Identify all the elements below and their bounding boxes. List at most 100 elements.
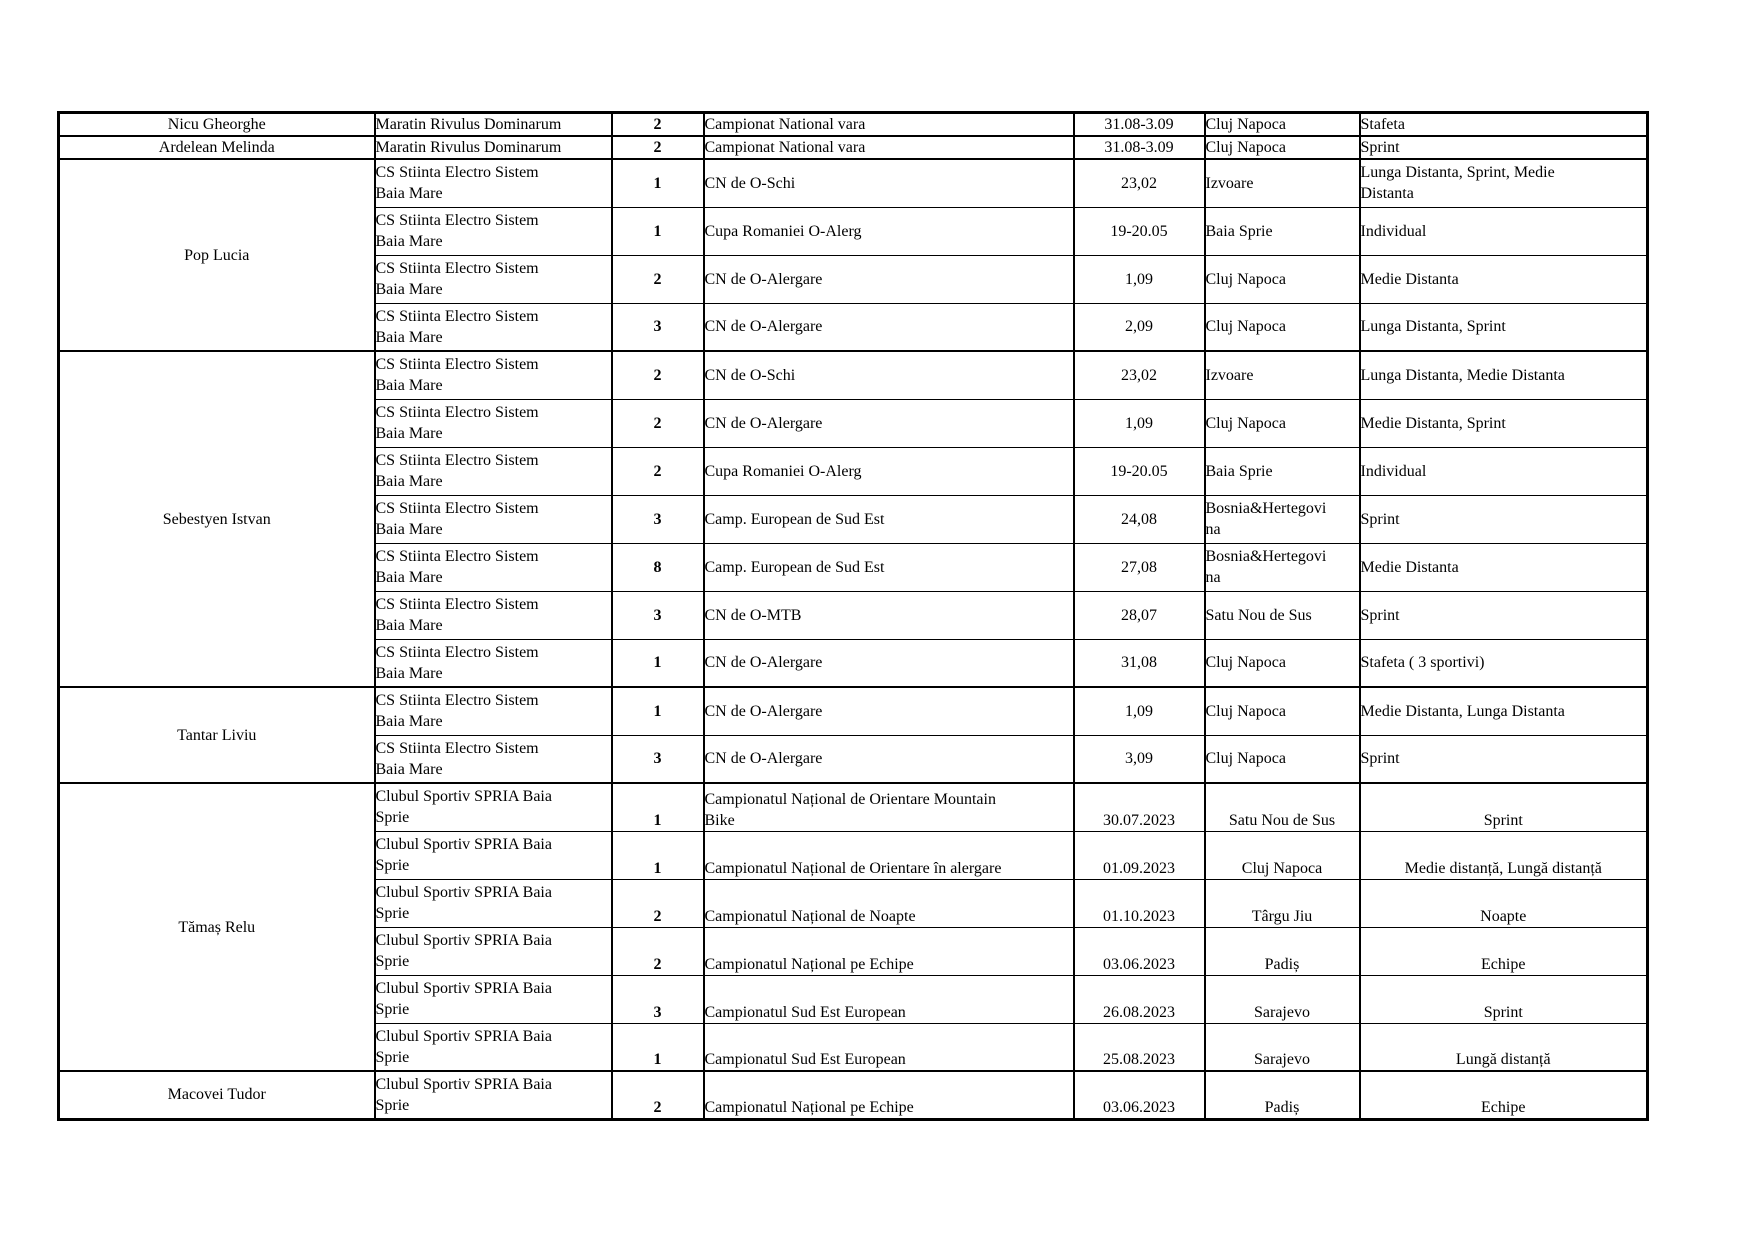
location-cell: Padiș — [1203, 1070, 1361, 1120]
location-cell: Sarajevo — [1203, 974, 1361, 1024]
date-cell: 03.06.2023 — [1072, 926, 1206, 976]
club-cell: CS Stiinta Electro Sistem Baia Mare — [373, 494, 613, 544]
place-cell: 1 — [610, 686, 705, 736]
athlete-name-cell: Ardelean Melinda — [57, 135, 376, 160]
category-cell: Individual — [1358, 446, 1649, 496]
place-cell: 2 — [610, 254, 705, 304]
location-cell: Satu Nou de Sus — [1203, 590, 1361, 640]
category-cell: Medie distanță, Lungă distanță — [1358, 830, 1649, 880]
competition-cell: Campionatul Național de Orientare în ale… — [702, 830, 1075, 880]
location-cell: Cluj Napoca — [1203, 302, 1361, 352]
location-cell: Cluj Napoca — [1203, 111, 1361, 137]
category-cell: Medie Distanta, Sprint — [1358, 398, 1649, 448]
place-cell: 2 — [610, 926, 705, 976]
club-cell: CS Stiinta Electro Sistem Baia Mare — [373, 686, 613, 736]
table-row: Clubul Sportiv SPRIA Baia Sprie 3 Campiona… — [59, 974, 1649, 1024]
location-cell: Cluj Napoca — [1203, 830, 1361, 880]
competition-cell: CN de O-Alergare — [702, 638, 1075, 688]
competition-cell: CN de O-Schi — [702, 350, 1075, 400]
club-cell: Clubul Sportiv SPRIA Baia Sprie — [373, 830, 613, 880]
table-row: Tămaș Relu Clubul Sportiv SPRIA Baia Spri… — [57, 782, 1649, 1072]
table-row: Clubul Sportiv SPRIA Baia Sprie 1 Campiona… — [59, 830, 1649, 880]
table-row: CS Stiinta Electro Sistem Baia Mare 2 CN d… — [59, 398, 1649, 448]
place-cell: 3 — [610, 494, 705, 544]
category-cell: Medie Distanta — [1358, 254, 1649, 304]
location-cell: Cluj Napoca — [1203, 254, 1361, 304]
table-row: Sebestyen Istvan CS Stiinta Electro Siste… — [57, 350, 1649, 688]
date-cell: 19-20.05 — [1072, 206, 1206, 256]
location-cell: Cluj Napoca — [1203, 135, 1361, 160]
category-cell: Sprint — [1358, 782, 1649, 832]
table-row: CS Stiinta Electro Sistem Baia Mare 3 CN d… — [59, 734, 1649, 784]
category-cell: Sprint — [1358, 974, 1649, 1024]
category-cell: Stafeta ( 3 sportivi) — [1358, 638, 1649, 688]
club-cell: Clubul Sportiv SPRIA Baia Sprie — [373, 974, 613, 1024]
place-cell: 3 — [610, 302, 705, 352]
club-cell: CS Stiinta Electro Sistem Baia Mare — [373, 590, 613, 640]
place-cell: 2 — [610, 350, 705, 400]
category-cell: Sprint — [1358, 494, 1649, 544]
competition-cell: Campionat National vara — [702, 135, 1075, 160]
location-cell: Cluj Napoca — [1203, 686, 1361, 736]
table-row: CS Stiinta Electro Sistem Baia Mare 2 CN d… — [59, 254, 1649, 304]
place-cell: 2 — [610, 135, 705, 160]
place-cell: 1 — [610, 158, 705, 208]
location-cell: Izvoare — [1203, 350, 1361, 400]
location-cell: Izvoare — [1203, 158, 1361, 208]
competition-cell: CN de O-MTB — [702, 590, 1075, 640]
club-cell: Maratin Rivulus Dominarum — [373, 135, 613, 160]
table-row: Clubul Sportiv SPRIA Baia Sprie 2 Campiona… — [59, 926, 1649, 976]
date-cell: 19-20.05 — [1072, 446, 1206, 496]
table-row: Nicu Gheorghe Maratin Rivulus Dominarum 2 C… — [57, 111, 1649, 137]
club-cell: CS Stiinta Electro Sistem Baia Mare — [373, 734, 613, 784]
table-row: Ardelean Melinda Maratin Rivulus Dominaru… — [57, 135, 1649, 160]
table-row: Clubul Sportiv SPRIA Baia Sprie 2 Campiona… — [59, 878, 1649, 928]
place-cell: 1 — [610, 638, 705, 688]
competition-cell: Campionatul Sud Est European — [702, 1022, 1075, 1072]
athlete-name-cell: Tămaș Relu — [57, 782, 376, 1072]
competition-cell: CN de O-Alergare — [702, 254, 1075, 304]
date-cell: 31.08-3.09 — [1072, 135, 1206, 160]
location-cell: Cluj Napoca — [1203, 638, 1361, 688]
club-cell: Clubul Sportiv SPRIA Baia Sprie — [373, 926, 613, 976]
place-cell: 3 — [610, 590, 705, 640]
location-cell: Bosnia&Hertegovi na — [1203, 542, 1361, 592]
club-cell: Clubul Sportiv SPRIA Baia Sprie — [373, 878, 613, 928]
table-row: CS Stiinta Electro Sistem Baia Mare 3 CN d… — [59, 302, 1649, 352]
category-cell: Echipe — [1358, 1070, 1649, 1120]
category-cell: Sprint — [1358, 135, 1649, 160]
location-cell: Baia Sprie — [1203, 446, 1361, 496]
place-cell: 2 — [610, 1070, 705, 1120]
club-cell: CS Stiinta Electro Sistem Baia Mare — [373, 206, 613, 256]
club-cell: CS Stiinta Electro Sistem Baia Mare — [373, 638, 613, 688]
date-cell: 1,09 — [1072, 254, 1206, 304]
competition-cell: CN de O-Alergare — [702, 686, 1075, 736]
table-row: CS Stiinta Electro Sistem Baia Mare 8 Camp… — [59, 542, 1649, 592]
club-cell: CS Stiinta Electro Sistem Baia Mare — [373, 350, 613, 400]
location-cell: Bosnia&Hertegovi na — [1203, 494, 1361, 544]
club-cell: CS Stiinta Electro Sistem Baia Mare — [373, 254, 613, 304]
date-cell: 01.10.2023 — [1072, 878, 1206, 928]
competition-cell: Campionatul Național pe Echipe — [702, 1070, 1075, 1120]
club-cell: Clubul Sportiv SPRIA Baia Sprie — [373, 1022, 613, 1072]
club-cell: CS Stiinta Electro Sistem Baia Mare — [373, 446, 613, 496]
place-cell: 1 — [610, 782, 705, 832]
category-cell: Medie Distanta, Lunga Distanta — [1358, 686, 1649, 736]
place-cell: 2 — [610, 878, 705, 928]
club-cell: Clubul Sportiv SPRIA Baia Sprie — [373, 1070, 613, 1120]
location-cell: Satu Nou de Sus — [1203, 782, 1361, 832]
competition-cell: CN de O-Alergare — [702, 398, 1075, 448]
place-cell: 2 — [610, 398, 705, 448]
table-row: Clubul Sportiv SPRIA Baia Sprie 1 Campiona… — [59, 1022, 1649, 1072]
date-cell: 01.09.2023 — [1072, 830, 1206, 880]
club-cell: CS Stiinta Electro Sistem Baia Mare — [373, 542, 613, 592]
table-row: Pop Lucia CS Stiinta Electro Sistem Baia … — [57, 158, 1649, 352]
competition-cell: Campionatul Național de Orientare Mounta… — [702, 782, 1075, 832]
location-cell: Sarajevo — [1203, 1022, 1361, 1072]
club-cell: CS Stiinta Electro Sistem Baia Mare — [373, 158, 613, 208]
location-cell: Baia Sprie — [1203, 206, 1361, 256]
table-row: CS Stiinta Electro Sistem Baia Mare 1 Cupa… — [59, 206, 1649, 256]
table-row: CS Stiinta Electro Sistem Baia Mare 2 Cupa… — [59, 446, 1649, 496]
place-cell: 2 — [610, 446, 705, 496]
